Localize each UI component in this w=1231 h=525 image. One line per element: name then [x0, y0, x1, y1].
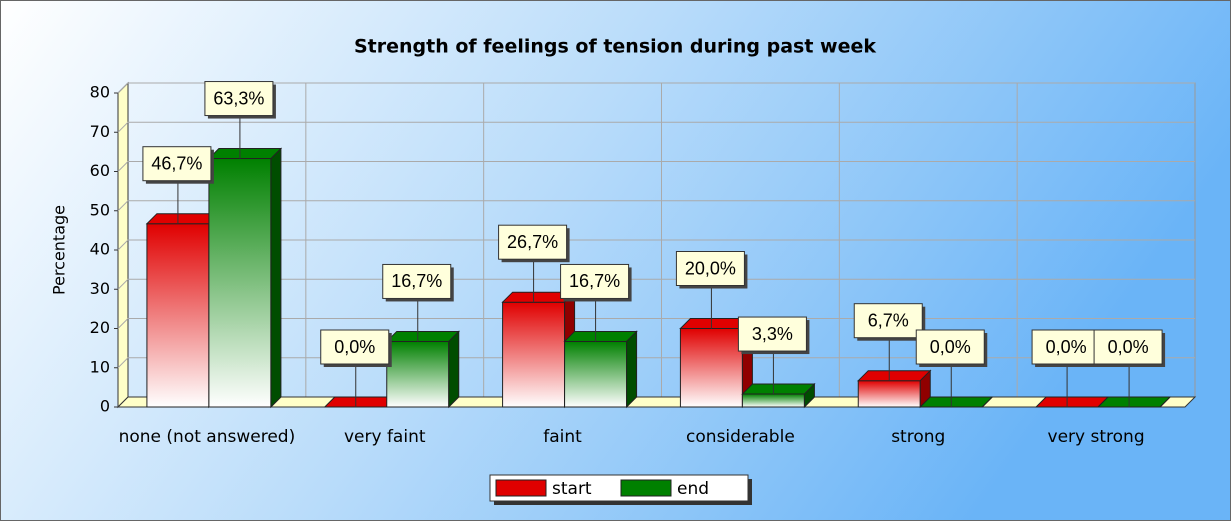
label-box [737, 316, 807, 352]
x-tick-label: strong [891, 427, 945, 447]
data-label: 26,7% [507, 232, 558, 252]
bar-top [857, 370, 932, 382]
label-box [382, 263, 452, 299]
label-box [320, 329, 390, 365]
label-box [142, 146, 212, 182]
x-tick-label: faint [543, 427, 582, 447]
chart-title: Strength of feelings of tension during p… [354, 36, 876, 58]
bar-side [981, 396, 993, 408]
data-label: 3,3% [752, 324, 793, 344]
bar-front [386, 340, 450, 408]
label-box [1031, 329, 1101, 365]
data-label: 0,0% [334, 337, 375, 357]
bar-front [857, 380, 921, 408]
x-tick-label: very faint [344, 427, 426, 447]
bar-top [207, 148, 283, 160]
y-tick-label: 70 [90, 122, 110, 141]
y-tick-label: 80 [90, 83, 110, 102]
label-box [915, 329, 985, 365]
bar-front [502, 301, 566, 408]
label-box [560, 263, 630, 299]
bar-top [1096, 396, 1172, 408]
data-label: 0,0% [930, 337, 971, 357]
y-tick-label: 60 [90, 161, 110, 180]
data-label: 6,7% [868, 310, 909, 330]
data-label: 20,0% [685, 258, 736, 278]
y-tick-label: 10 [90, 357, 110, 376]
bar-top [563, 330, 638, 342]
data-label: 16,7% [569, 271, 620, 291]
data-label: 46,7% [151, 153, 202, 173]
bar-side [626, 330, 638, 409]
label-box [204, 81, 274, 117]
x-tick-label: considerable [686, 427, 795, 447]
data-label: 63,3% [213, 88, 264, 108]
bar-side [448, 330, 460, 409]
label-box [498, 224, 568, 260]
bar-top [1034, 396, 1110, 408]
bar-front [564, 340, 628, 408]
legend-swatch [495, 479, 547, 497]
y-tick-label: 50 [90, 200, 110, 219]
bar-top [741, 383, 816, 395]
label-box [675, 251, 745, 286]
y-tick-label: 40 [90, 240, 110, 259]
legend-swatch [620, 479, 672, 497]
bar-side [803, 382, 815, 409]
data-label: 16,7% [391, 271, 442, 291]
bar-front [146, 223, 210, 408]
y-tick-label: 30 [90, 279, 110, 298]
label-box [1093, 329, 1163, 365]
label-box [853, 303, 923, 339]
y-tick-label: 0 [100, 397, 110, 416]
y-tick-label: 20 [90, 318, 110, 337]
bar-top [145, 213, 221, 225]
bar-top [919, 396, 994, 408]
x-tick-label: none (not answered) [119, 427, 296, 447]
x-tick-label: very strong [1048, 427, 1145, 447]
data-label: 0,0% [1108, 337, 1149, 357]
bar-top [323, 396, 398, 408]
legend-label: end [677, 479, 709, 499]
bar-side [1159, 396, 1171, 408]
legend-label: start [552, 479, 592, 499]
y-axis-label: Percentage [50, 205, 69, 295]
bar-front [208, 158, 272, 408]
bar-front [741, 393, 805, 408]
bar-top [385, 330, 460, 342]
bar-front [679, 328, 743, 408]
data-label: 0,0% [1046, 337, 1087, 357]
bar-side [270, 147, 282, 409]
